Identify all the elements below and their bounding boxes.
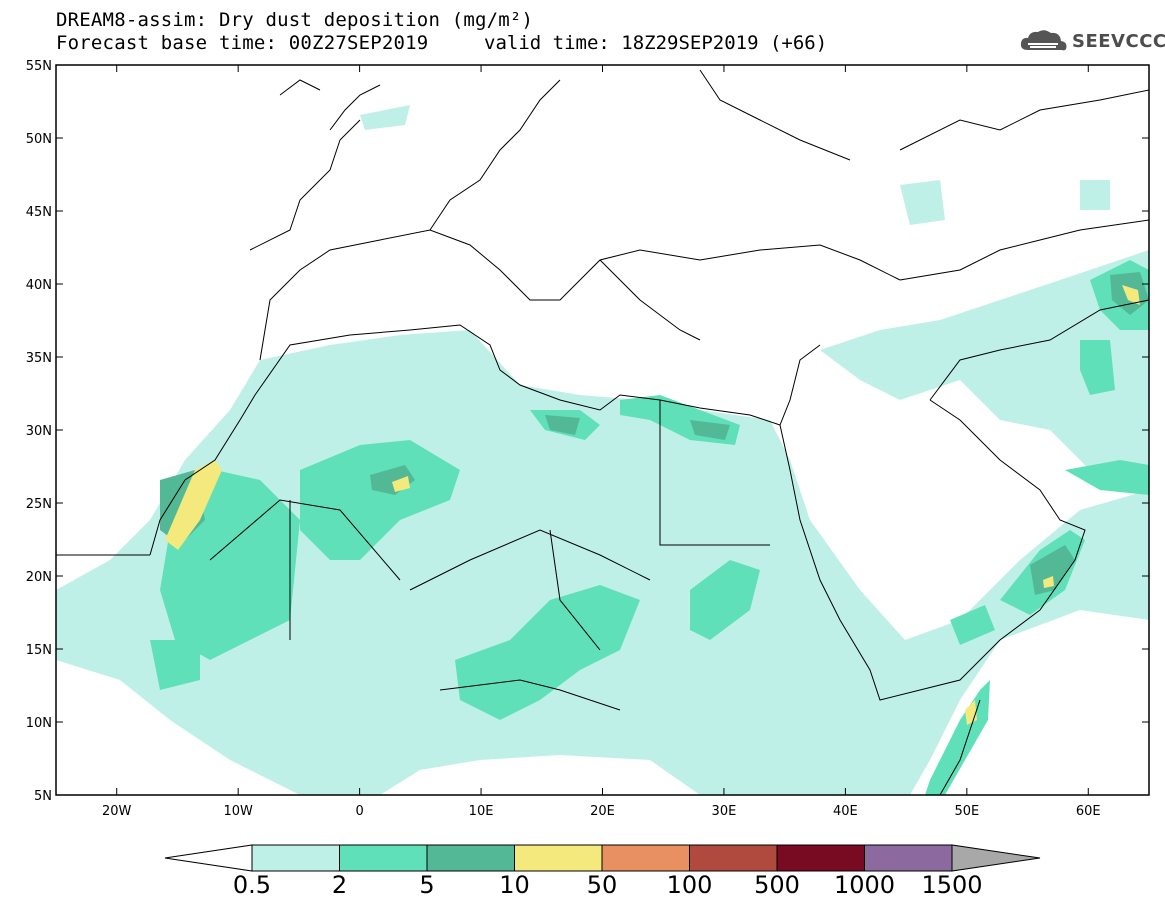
lat-label: 45N: [26, 205, 52, 220]
lat-label: 35N: [26, 351, 52, 366]
colorbar: 0.5 2 5 10 50 100 500 1000 1500: [164, 844, 1041, 899]
colorbar-low-arrow: [164, 844, 253, 872]
lat-label: 50N: [26, 132, 52, 147]
lat-label: 15N: [26, 643, 52, 658]
colorbar-label: 100: [667, 871, 713, 899]
longitude-axis: 20W 10W 0 10E 20E 30E 40E 50E 60E: [102, 65, 1101, 819]
colorbar-swatch: [251, 844, 340, 872]
dust-level-0-5: [56, 105, 1149, 795]
lat-label: 40N: [26, 278, 52, 293]
lon-label: 10E: [469, 804, 494, 819]
colorbar-label: 10: [499, 871, 530, 899]
coastlines-and-borders: [56, 69, 1149, 795]
colorbar-swatch: [601, 844, 690, 872]
lon-label: 60E: [1076, 804, 1101, 819]
dust-level-10: [165, 285, 1140, 725]
colorbar-swatch: [514, 844, 603, 872]
logo-text: SEEVCCC: [1072, 31, 1165, 52]
colorbar-label: 2: [332, 871, 347, 899]
colorbar-label: 1000: [834, 871, 895, 899]
valid-time: valid time: 18Z29SEP2019 (+66): [484, 32, 828, 54]
lon-label: 50E: [954, 804, 979, 819]
lon-label: 10W: [223, 804, 253, 819]
map-title: DREAM8-assim: Dry dust deposition (mg/m²…: [56, 9, 534, 31]
colorbar-label: 50: [587, 871, 618, 899]
lat-label: 55N: [26, 59, 52, 74]
colorbar-label: 0.5: [233, 871, 271, 899]
lat-label: 25N: [26, 497, 52, 512]
lat-label: 20N: [26, 570, 52, 585]
colorbar-swatch: [864, 844, 953, 872]
lon-label: 30E: [712, 804, 737, 819]
colorbar-high-arrow: [951, 844, 1041, 872]
lon-label: 40E: [833, 804, 858, 819]
forecast-base-time: Forecast base time: 00Z27SEP2019: [56, 32, 429, 54]
lat-label: 10N: [26, 716, 52, 731]
lon-label: 20W: [102, 804, 132, 819]
dust-fields: [56, 69, 1149, 795]
colorbar-swatch: [339, 844, 428, 872]
cloud-logo-icon: [1020, 30, 1067, 51]
lat-label: 5N: [34, 789, 52, 804]
colorbar-label: 1500: [921, 871, 982, 899]
latitude-axis: 55N 50N 45N 40N 35N 30N 25N 20N 15N 10N 5N: [26, 59, 1149, 804]
colorbar-swatch: [426, 844, 515, 872]
colorbar-label: 5: [419, 871, 434, 899]
lat-label: 30N: [26, 424, 52, 439]
colorbar-label: 500: [754, 871, 800, 899]
colorbar-swatch: [776, 844, 865, 872]
lon-label: 20E: [590, 804, 615, 819]
dust-level-2: [150, 260, 1149, 795]
colorbar-swatch: [689, 844, 778, 872]
lon-label: 0: [355, 804, 363, 819]
